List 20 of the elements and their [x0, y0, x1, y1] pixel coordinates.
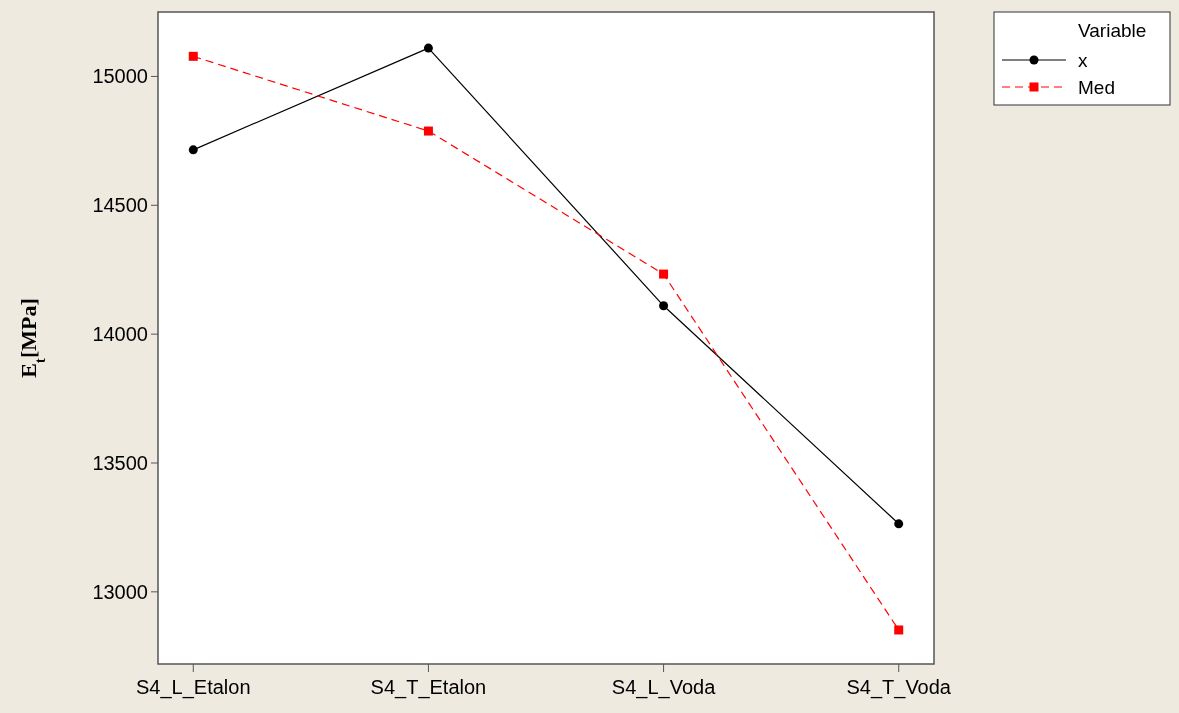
point — [894, 519, 904, 529]
point — [423, 43, 433, 53]
legend-label: x — [1078, 49, 1088, 71]
point — [894, 625, 904, 635]
point — [659, 301, 669, 311]
x-tick-label: S4_T_Etalon — [370, 676, 487, 699]
y-tick-label: 14000 — [92, 323, 148, 346]
point — [188, 51, 198, 61]
y-tick-label: 13000 — [92, 580, 148, 603]
legend-label: Med — [1078, 76, 1115, 98]
x-tick-label: S4_L_Voda — [611, 676, 717, 699]
point — [188, 145, 198, 155]
y-tick-label: 15000 — [92, 65, 148, 88]
legend-title: Variable — [1078, 20, 1147, 41]
y-tick-label: 14500 — [92, 194, 148, 217]
x-tick-label: S4_L_Etalon — [136, 676, 251, 699]
y-tick-label: 13500 — [92, 451, 148, 474]
point — [659, 269, 669, 279]
x-tick-label: S4_T_Voda — [846, 676, 952, 699]
point — [423, 126, 433, 136]
